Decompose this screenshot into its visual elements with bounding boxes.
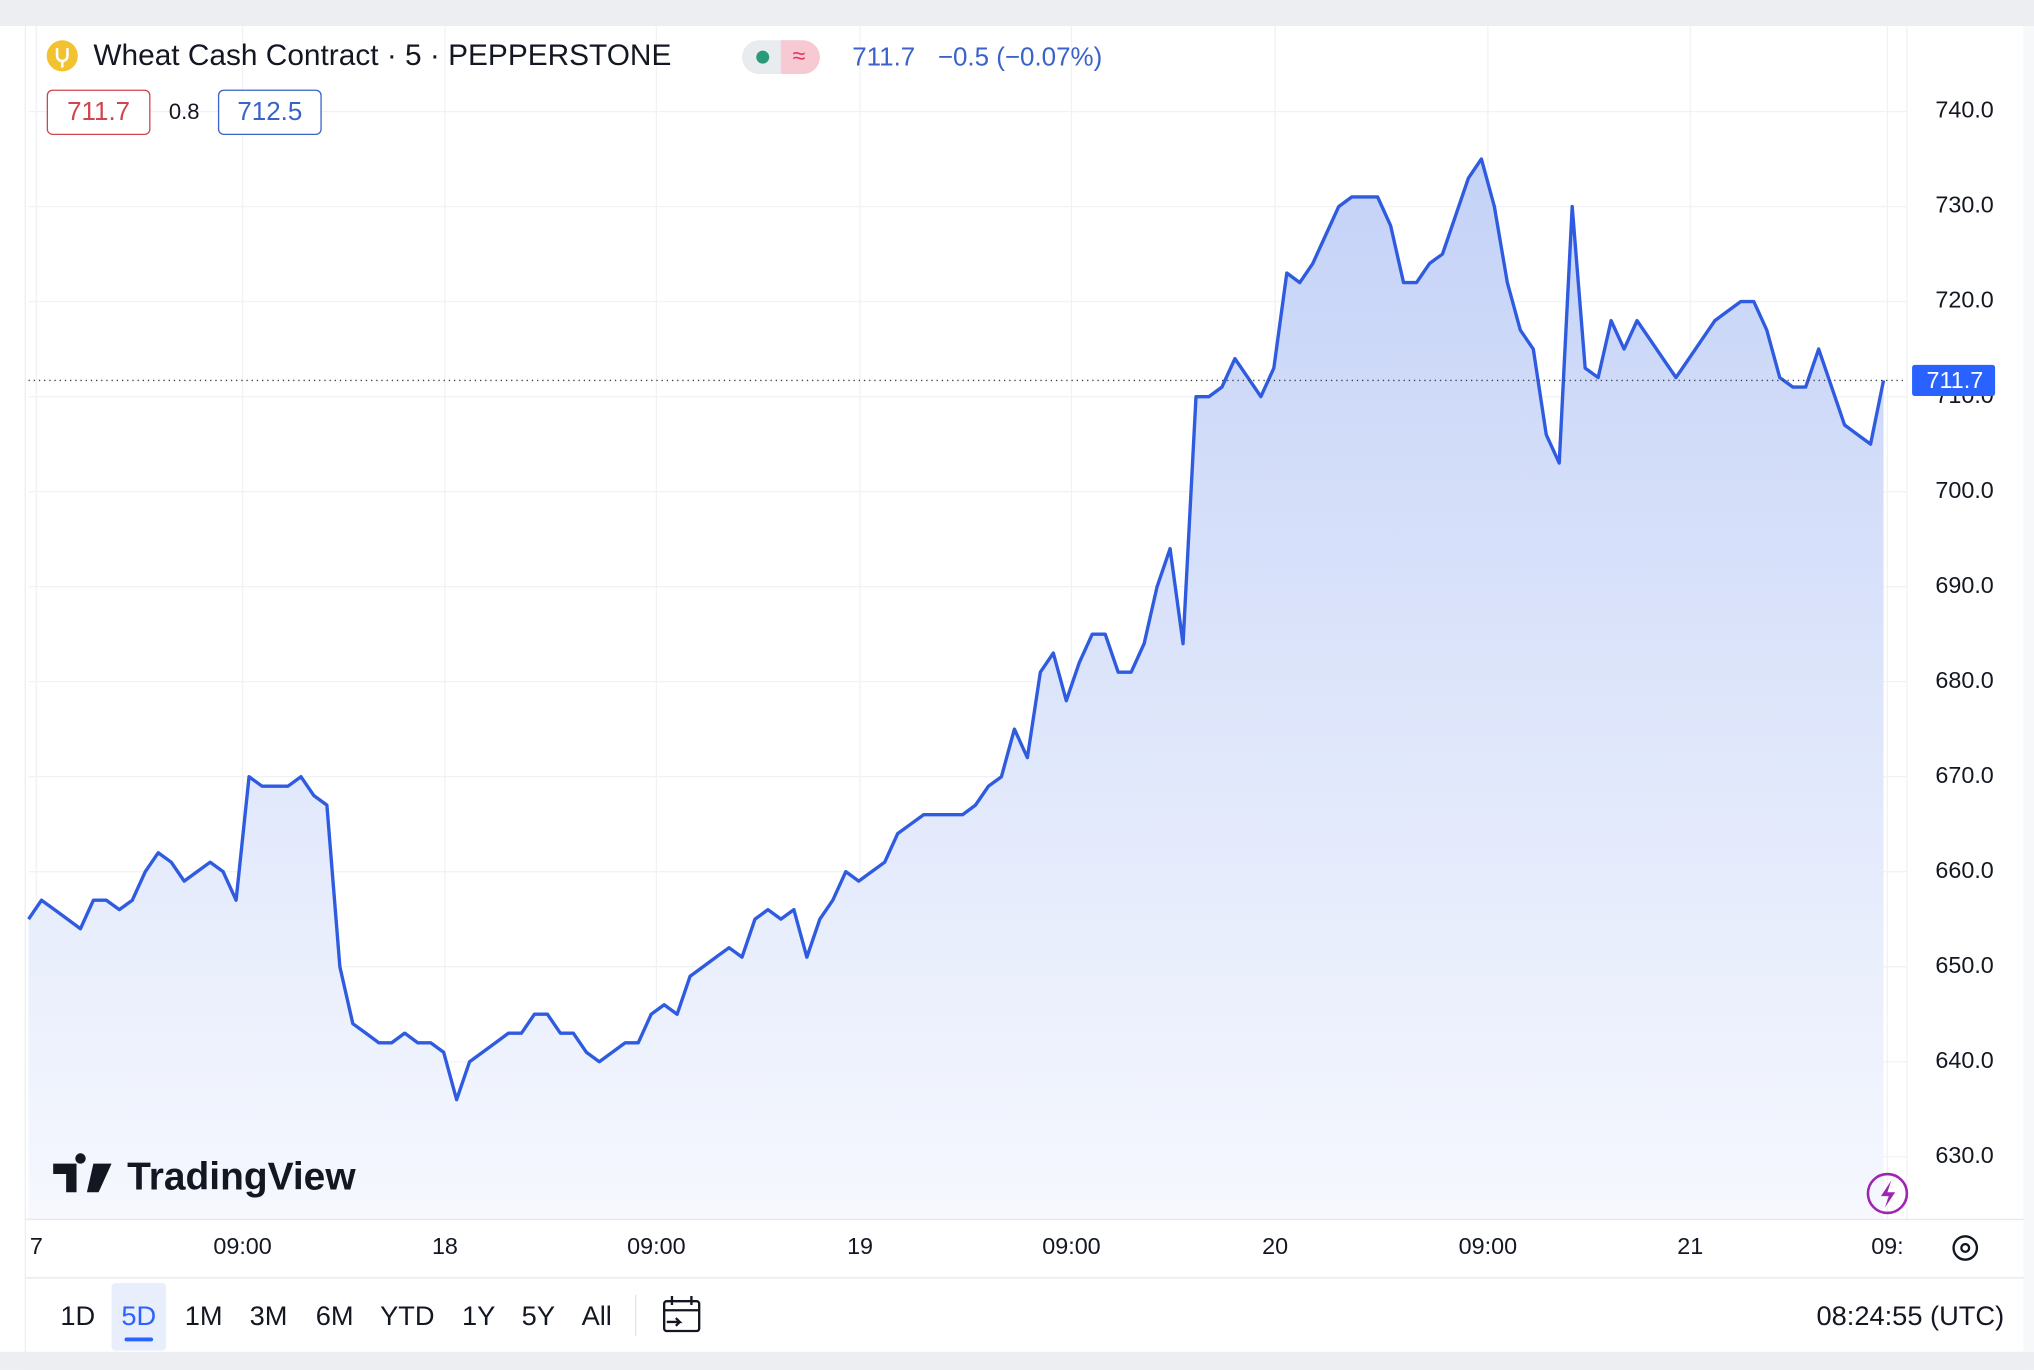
- range-button[interactable]: All: [582, 1300, 612, 1331]
- range-button[interactable]: 1D: [60, 1300, 95, 1331]
- y-tick-label: 730.0: [1935, 192, 1993, 218]
- settings-icon[interactable]: [1952, 1235, 1979, 1261]
- settings-gear-hole: [1960, 1242, 1971, 1254]
- alert-icon-bolt: [1880, 1180, 1896, 1208]
- status-pill-right: [780, 40, 820, 75]
- last-price-label: 711.7: [1927, 367, 1984, 393]
- price-line: [27, 157, 1886, 1102]
- settings-gear: [1952, 1235, 1979, 1261]
- delayed-icon: ≈: [793, 42, 806, 68]
- spread-value: 0.8: [169, 99, 200, 124]
- y-tick-label: 720.0: [1935, 287, 1993, 313]
- x-tick-label: 09:00: [627, 1233, 685, 1259]
- left-strip: [0, 26, 25, 1352]
- y-tick-label: 680.0: [1935, 667, 1993, 693]
- x-tick-label: 09:: [1871, 1233, 1903, 1259]
- y-tick-label: 640.0: [1935, 1047, 1993, 1073]
- x-tick-label: 19: [847, 1233, 873, 1259]
- market-open-dot: [756, 50, 770, 64]
- y-tick-label: 650.0: [1935, 952, 1993, 978]
- right-strip: [2023, 26, 2034, 1352]
- sell-button[interactable]: [46, 89, 151, 135]
- calendar-icon: [662, 1299, 701, 1333]
- range-button[interactable]: 1Y: [462, 1300, 495, 1331]
- x-tick-label: 20: [1262, 1233, 1288, 1259]
- y-tick-label: 670.0: [1935, 762, 1993, 788]
- plot: [27, 157, 1907, 1220]
- x-tick-label: 09:00: [1042, 1233, 1100, 1259]
- range-button[interactable]: 6M: [316, 1300, 354, 1331]
- range-button[interactable]: 3M: [250, 1300, 288, 1331]
- change-value: −0.5 (−0.07%): [938, 43, 1102, 71]
- y-tick-label: 660.0: [1935, 857, 1993, 883]
- bottom-band: [25, 1355, 2024, 1370]
- symbol-title: Wheat Cash Contract · 5 · PEPPERSTONE: [93, 39, 671, 72]
- y-tick-label: 690.0: [1935, 572, 1993, 598]
- last-price-tag: [1912, 364, 1996, 397]
- x-tick-label: 18: [432, 1233, 458, 1259]
- calendar-icon-detail: [664, 1295, 700, 1327]
- x-tick-label: 09:00: [213, 1233, 271, 1259]
- bid-value[interactable]: 711.7: [67, 98, 130, 126]
- x-tick-label: 21: [1677, 1233, 1703, 1259]
- logo-mark: [53, 1153, 112, 1193]
- range-button[interactable]: 5Y: [522, 1300, 555, 1331]
- axes: 630.0 640.0 650.0 660.0 670.0 680.0 690.0 700.0…: [30, 97, 1996, 1259]
- ask-value[interactable]: 712.5: [237, 98, 302, 126]
- goto-date-button[interactable]: [662, 1295, 701, 1333]
- y-tick-label: 630.0: [1935, 1142, 1993, 1168]
- toolbar: 1D 5D 1M 3M 6M YTD 1Y 5Y All: [60, 1283, 612, 1351]
- range-button-active[interactable]: [111, 1283, 167, 1351]
- watermark: TradingView: [127, 1156, 356, 1199]
- area-fill: [28, 158, 1884, 1220]
- range-button[interactable]: 5D: [121, 1300, 156, 1331]
- symbol-icon-glyph: [55, 48, 69, 68]
- alert-icon[interactable]: [1866, 1172, 1909, 1215]
- x-tick-label: 7: [30, 1233, 43, 1259]
- clock: 08:24:55 (UTC): [1816, 1300, 2004, 1331]
- symbol-icon: [46, 40, 78, 72]
- y-tick-label: 700.0: [1935, 477, 1993, 503]
- y-tick-label: 740.0: [1935, 97, 1993, 123]
- range-button[interactable]: YTD: [380, 1300, 434, 1331]
- range-button[interactable]: 1M: [185, 1300, 223, 1331]
- buy-button[interactable]: [217, 89, 322, 135]
- range-underline: [124, 1337, 154, 1342]
- last-value: 711.7: [852, 43, 915, 71]
- x-tick-label: 09:00: [1459, 1233, 1517, 1259]
